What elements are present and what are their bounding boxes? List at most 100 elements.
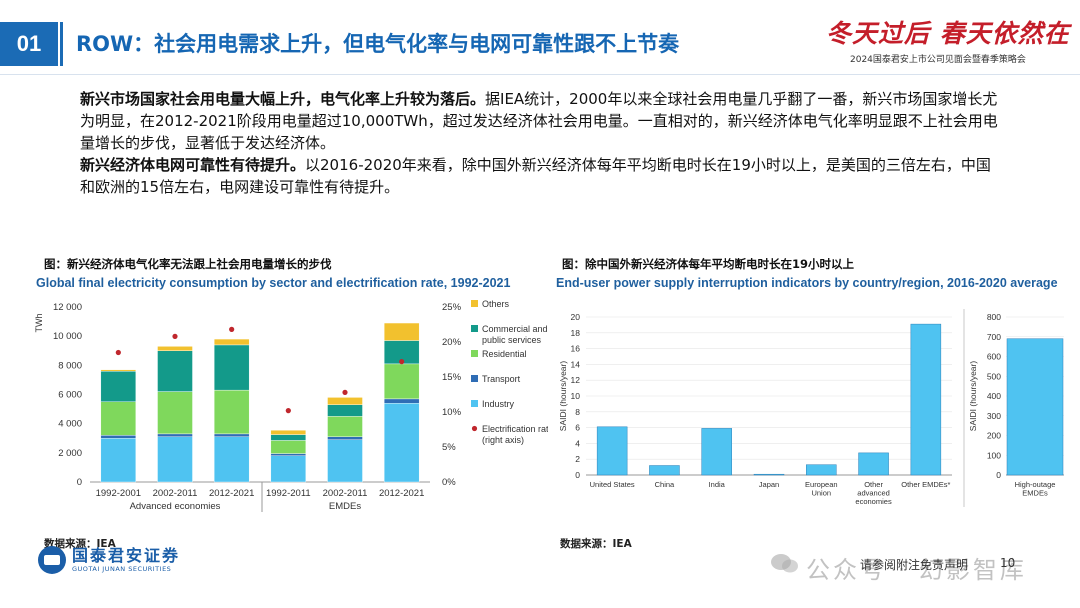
x-tick-label: China [655, 480, 675, 489]
bar [753, 473, 785, 476]
left-chart-caption: 图：新兴经济体电气化率无法跟上社会用电量增长的步伐 [44, 257, 332, 271]
watermark: 公众号 · 幻影智库 [806, 556, 1027, 584]
page-number: 10 [1000, 556, 1016, 570]
y-tick-label: 4 [575, 438, 580, 448]
electrification-rate-marker [399, 359, 405, 365]
y-tick-label: 12 000 [53, 302, 82, 313]
legend-swatch [471, 400, 478, 407]
y2-tick-label: 20% [442, 337, 462, 348]
y-tick-label: 2 [575, 454, 580, 464]
y-tick-label: 0 [77, 477, 82, 488]
bar-segment [270, 434, 307, 441]
paragraph-2-text: 以2016-2020年来看，除中国外新兴经济体每年平均断电时长在19小时以上，是… [80, 156, 991, 196]
y-tick-label: 6 [575, 423, 580, 433]
legend-label: Others [482, 299, 510, 309]
slogan-subtitle: 2024国泰君安上市公司见面会暨春季策略会 [850, 55, 1026, 65]
y-tick-label: 8 000 [58, 360, 82, 371]
paragraph-2: 新兴经济体电网可靠性有待提升。以2016-2020年来看，除中国外新兴经济体每年… [80, 154, 1000, 198]
inset-y-tick-label: 0 [996, 470, 1001, 480]
legend-label: Industry [482, 399, 515, 409]
electrification-rate-marker [342, 389, 348, 395]
inset-y-tick-label: 100 [987, 450, 1001, 460]
bar-segment [213, 344, 250, 391]
bar-segment [327, 397, 363, 405]
inset-bar [1006, 338, 1064, 476]
x-tick-label: United States [590, 480, 635, 489]
right-chart-title: End-user power supply interruption indic… [556, 276, 1058, 290]
bar-segment [157, 350, 193, 392]
x-tick-label: 2012-2021 [379, 488, 424, 499]
logo-mark-icon [38, 546, 66, 574]
y-tick-label: 10 [571, 391, 581, 401]
legend-swatch [471, 325, 478, 332]
inset-x-tick-label: High-outage EMDEs [1015, 480, 1056, 498]
bar-segment [383, 363, 420, 400]
paragraph-1: 新兴市场国家社会用电量大幅上升，电气化率上升较为落后。据IEA统计，2000年以… [80, 88, 1000, 154]
y-tick-label: 16 [571, 344, 581, 354]
right-chart-caption: 图：除中国外新兴经济体每年平均断电时长在19小时以上 [562, 257, 855, 271]
y2-tick-label: 5% [442, 442, 456, 453]
page-title: ROW：社会用电需求上升，但电气化率与电网可靠性跟不上节奏 [76, 32, 680, 56]
left-chart-source: 数据来源：IEA [44, 538, 116, 550]
legend-swatch [471, 350, 478, 357]
logo-chinese-name: 国泰君安证券 [72, 546, 181, 565]
x-tick-label: Other advanced economies [855, 480, 892, 506]
left-chart: TWh 0 2 000 4 000 6 000 8 000 10 000 12 000 0% 5%… [34, 299, 548, 512]
y-tick-label: 20 [571, 312, 581, 322]
legend-label: Transport [482, 374, 521, 384]
inset-y-tick-label: 600 [987, 352, 1001, 362]
y-tick-label: 14 [571, 359, 581, 369]
y-tick-label: 2 000 [58, 448, 82, 459]
disclaimer-link[interactable]: 请参阅附注免责声明 [860, 558, 969, 572]
bar-segment [383, 398, 420, 404]
bar-segment [157, 391, 193, 435]
x-tick-label: European Union [805, 480, 838, 498]
x-tick-label: 2002-2011 [153, 488, 198, 499]
bar [806, 464, 837, 476]
paragraph-2-lead: 新兴经济体电网可靠性有待提升。 [80, 156, 306, 174]
bar-segment [157, 346, 193, 351]
electrification-rate-marker [115, 349, 121, 356]
inset-y-tick-label: 700 [987, 332, 1001, 342]
y-tick-label: 12 [571, 375, 581, 385]
inset-y-tick-label: 500 [987, 371, 1001, 381]
legend-swatch [471, 375, 478, 382]
bar [649, 465, 680, 476]
y-tick-label: 10 000 [53, 331, 82, 342]
y2-tick-label: 0% [442, 477, 456, 488]
bar [858, 452, 889, 476]
group-label: EMDEs [329, 501, 361, 512]
bar-segment [100, 370, 137, 402]
x-tick-label: 1992-2001 [96, 488, 141, 499]
x-tick-label: 2002-2011 [323, 488, 368, 499]
title-accent-bar [60, 22, 63, 66]
bar [596, 426, 628, 476]
inset-y-tick-label: 300 [987, 411, 1001, 421]
y2-tick-label: 10% [442, 407, 462, 418]
inset-y-axis-label: SAIDI (hours/year) [968, 361, 978, 432]
wechat-icon [771, 554, 798, 573]
bar-segment [157, 433, 193, 437]
bar-segment [383, 403, 420, 483]
bar-segment [213, 433, 250, 437]
x-tick-label: India [709, 480, 726, 489]
bar [910, 323, 942, 476]
electrification-rate-marker [172, 333, 178, 339]
legend-marker [471, 425, 478, 432]
y-tick-label: 8 [575, 407, 580, 417]
electrification-rate-marker [229, 326, 235, 332]
bar-segment [213, 338, 250, 346]
bar-segment [100, 401, 137, 436]
bar [701, 428, 732, 476]
bar-segment [100, 369, 137, 372]
x-tick-label: Other EMDEs* [901, 480, 950, 489]
header-divider [0, 74, 1080, 75]
y-tick-label: 4 000 [58, 419, 82, 430]
right-chart: SAIDI (hours/year) 0 2 4 6 8 10 12 14 16 18 20 Unite… [558, 309, 1064, 507]
bar-segment [327, 436, 363, 440]
y-tick-label: 6 000 [58, 390, 82, 401]
bar-segment [157, 436, 193, 483]
inset-y-tick-label: 200 [987, 431, 1001, 441]
y2-tick-label: 25% [442, 302, 462, 313]
bar-segment [100, 438, 137, 483]
